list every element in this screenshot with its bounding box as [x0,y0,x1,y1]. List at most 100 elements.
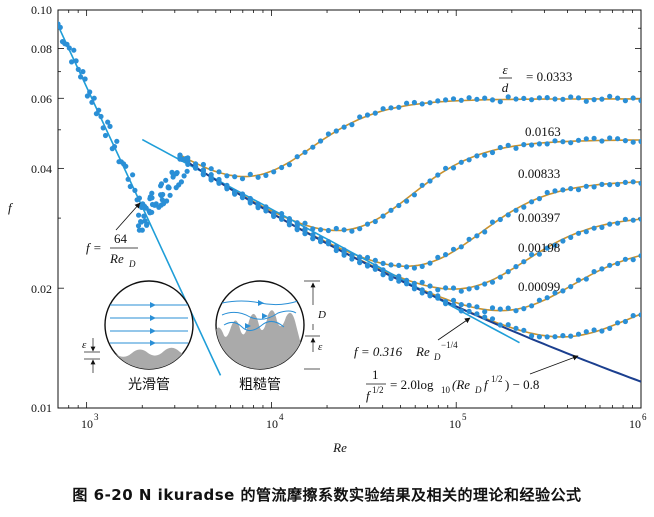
data-point [443,301,449,307]
data-point [466,302,472,308]
data-point [71,47,77,53]
data-point [216,180,222,186]
data-point [411,99,417,106]
data-point [181,173,187,179]
data-point [521,259,527,265]
x-tick-label: 10 [266,417,278,431]
data-point [575,331,582,337]
data-point [552,138,558,144]
data-point [177,155,183,161]
data-point [560,187,566,193]
data-point [615,320,621,326]
data-point [357,255,363,261]
series-label-0.00833: 0.00833 [518,166,560,181]
data-point [568,140,574,146]
data-point [58,24,63,30]
data-point [638,138,641,145]
data-point [568,94,574,100]
blasius-formula: f = 0.316 Re D −1/4 [354,317,471,362]
data-point [169,169,175,175]
data-point [427,283,433,289]
data-point [388,105,394,111]
data-point [91,95,97,101]
data-point [247,171,253,177]
y-tick-label: 0.01 [31,401,52,415]
data-point [497,99,503,105]
fit-curve-0.0163 [179,139,641,232]
data-point [435,295,441,301]
laminar-arrow [115,202,141,231]
data-point [630,139,636,145]
data-point [536,334,543,340]
data-point [536,251,543,257]
data-point [544,141,550,147]
data-point [513,308,519,314]
data-point [489,149,496,156]
data-point [497,306,503,312]
data-point [583,276,589,282]
data-point [107,123,113,129]
data-point [599,328,605,334]
data-point [255,204,261,210]
data-point [450,246,457,252]
data-point [575,137,582,143]
series-label-0.00099: 0.00099 [518,279,560,294]
data-point [419,263,425,269]
data-point [638,98,641,104]
svg-text:ε: ε [318,341,323,353]
smooth-pipe-inset: ε 光滑管 [82,280,194,393]
data-point [513,325,519,331]
data-point [435,98,441,104]
svg-text:f = 0.316: f = 0.316 [354,344,403,359]
data-point [482,95,488,101]
data-point [380,267,386,273]
data-point [529,333,535,339]
data-point [100,125,106,131]
data-point [513,96,519,102]
data-point [458,288,464,294]
data-point [505,142,511,148]
data-point [263,172,269,178]
data-point [184,168,190,174]
data-point [552,188,558,194]
data-point [372,263,378,269]
series-label-0.0333: = 0.0333 [526,69,572,84]
data-point [167,192,173,198]
data-point [513,145,519,151]
data-point [513,207,519,213]
data-point [333,245,339,251]
data-point [505,94,511,100]
data-point [84,93,90,99]
data-point [427,260,433,266]
data-point [591,269,597,275]
data-point [489,279,496,285]
x-tick-exp: 5 [462,412,467,422]
colebrook-arrow [529,355,579,375]
data-point [135,223,142,229]
x-tick-exp: 6 [642,412,647,422]
data-point [536,196,543,202]
svg-text:Re: Re [109,251,124,266]
data-point [552,242,558,248]
data-point [160,191,166,198]
data-point [622,179,629,185]
data-point [380,213,386,219]
data-point [279,216,285,222]
data-point [349,256,355,262]
data-point [404,198,410,204]
data-point [615,260,621,267]
data-point [239,195,246,201]
data-point [622,138,629,144]
data-point [630,95,636,101]
data-point [482,229,488,235]
data-point [450,96,457,102]
data-point [427,178,433,184]
x-tick-exp: 4 [279,412,284,422]
data-point [341,252,347,258]
data-point [271,169,277,175]
data-point [333,128,339,134]
data-point [232,174,238,180]
data-point [607,325,613,331]
data-point [294,154,300,160]
data-point [599,138,605,144]
